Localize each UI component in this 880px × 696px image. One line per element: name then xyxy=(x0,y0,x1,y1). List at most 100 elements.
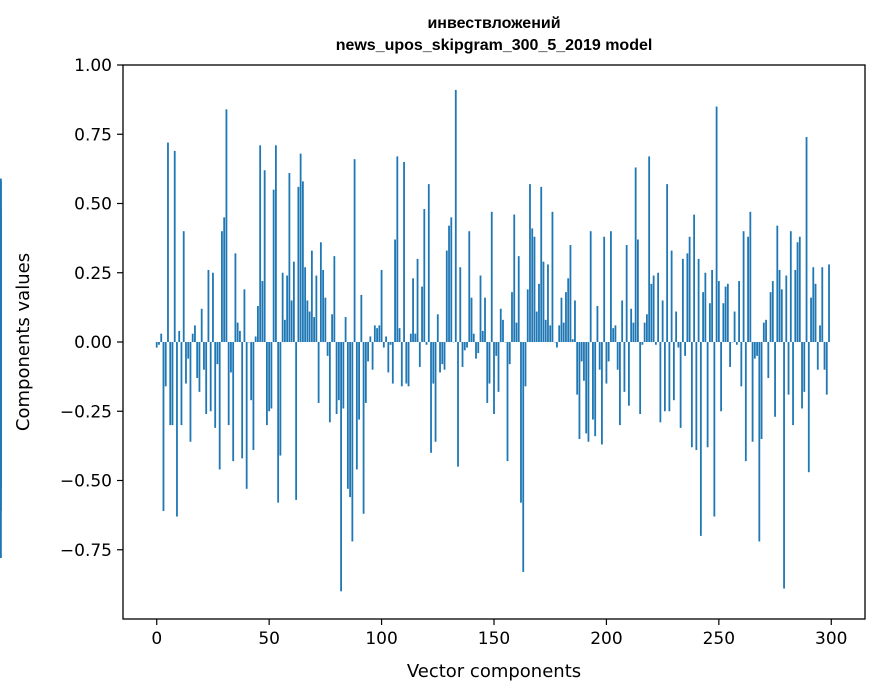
bar xyxy=(490,211,493,342)
bar xyxy=(466,342,468,348)
bar xyxy=(227,342,230,426)
y-tick-label: −0.75 xyxy=(60,541,112,561)
bar xyxy=(610,231,612,342)
bar xyxy=(796,242,799,342)
bar xyxy=(254,336,257,342)
bar xyxy=(178,330,181,342)
bar xyxy=(544,319,547,342)
bar xyxy=(385,336,387,342)
bar xyxy=(657,272,660,342)
bar xyxy=(362,342,365,514)
bar xyxy=(472,333,475,342)
bar xyxy=(281,272,284,342)
bar xyxy=(720,342,722,412)
bar xyxy=(261,281,264,342)
bar xyxy=(785,275,788,342)
bar xyxy=(209,342,212,412)
bar xyxy=(445,250,448,342)
bar xyxy=(704,272,707,342)
bar xyxy=(434,342,437,442)
bar xyxy=(765,319,767,342)
bar xyxy=(409,333,412,342)
bar xyxy=(243,289,246,342)
bar xyxy=(603,236,606,342)
bar xyxy=(340,342,342,592)
x-tick-label: 250 xyxy=(703,629,735,649)
bar xyxy=(423,209,426,342)
bar xyxy=(722,303,725,342)
x-tick-label: 300 xyxy=(815,629,847,649)
bar xyxy=(162,342,165,511)
bar-series xyxy=(0,89,830,592)
bar xyxy=(776,225,779,342)
bar xyxy=(675,311,678,342)
bar xyxy=(744,342,747,462)
bar xyxy=(677,342,680,348)
bar xyxy=(684,342,687,356)
bar xyxy=(607,342,610,362)
bar xyxy=(708,303,711,342)
x-tick-label: 150 xyxy=(478,629,510,649)
bar xyxy=(376,328,378,342)
bar xyxy=(641,342,644,345)
bar xyxy=(614,325,617,342)
bar xyxy=(681,258,684,342)
bar xyxy=(621,300,624,342)
bar xyxy=(333,256,336,342)
bar xyxy=(0,253,2,342)
bar xyxy=(194,325,196,342)
bar xyxy=(771,281,774,342)
bar xyxy=(463,342,466,351)
bar xyxy=(257,305,259,342)
bar xyxy=(346,342,349,489)
bar xyxy=(416,258,419,342)
bar xyxy=(270,342,273,409)
bar xyxy=(382,342,385,348)
bar xyxy=(355,342,358,470)
bar xyxy=(324,297,327,342)
bar xyxy=(654,342,657,345)
bar xyxy=(198,342,201,392)
x-tick-label: 100 xyxy=(365,629,397,649)
bar xyxy=(560,297,563,342)
bar xyxy=(567,278,570,342)
bar xyxy=(565,292,567,342)
bar xyxy=(169,342,172,426)
bar xyxy=(414,333,417,342)
bar xyxy=(616,342,619,370)
bar xyxy=(439,342,441,373)
bar xyxy=(326,342,329,356)
bar xyxy=(351,342,354,542)
y-tick-label: 1.00 xyxy=(74,56,112,76)
bar xyxy=(295,342,298,500)
bar xyxy=(726,283,729,342)
bar xyxy=(319,242,322,342)
bar xyxy=(598,342,601,370)
bar xyxy=(322,269,325,342)
bar xyxy=(443,342,446,370)
bar xyxy=(301,181,304,342)
bar xyxy=(789,231,792,342)
bar xyxy=(531,228,534,342)
bar xyxy=(0,342,2,559)
bar xyxy=(396,156,399,342)
bar xyxy=(358,342,360,420)
bar xyxy=(630,308,633,342)
bar xyxy=(378,325,381,342)
bar xyxy=(203,342,205,370)
bar xyxy=(286,275,289,342)
bar xyxy=(407,342,410,387)
bar xyxy=(542,261,545,342)
bar xyxy=(706,342,709,448)
bar xyxy=(160,333,163,342)
bar xyxy=(448,225,450,342)
bar xyxy=(221,231,223,342)
bar xyxy=(306,300,309,342)
bar xyxy=(594,342,597,437)
bar xyxy=(279,342,282,456)
bar xyxy=(663,342,666,412)
bar xyxy=(164,342,167,387)
bar xyxy=(511,292,513,342)
bar xyxy=(751,342,754,442)
